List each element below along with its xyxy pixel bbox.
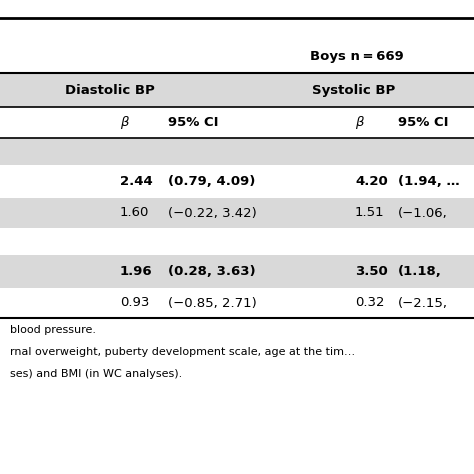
Text: 1.96: 1.96 [120, 265, 153, 278]
Text: (1.18,: (1.18, [398, 265, 442, 278]
Bar [0, 73, 474, 107]
Text: β: β [355, 116, 364, 129]
Text: 0.32: 0.32 [355, 297, 384, 310]
Text: (−1.06,: (−1.06, [398, 207, 448, 219]
Bar [0, 198, 474, 228]
Text: blood pressure.: blood pressure. [10, 325, 96, 335]
Bar [0, 288, 474, 318]
Text: Diastolic BP: Diastolic BP [65, 83, 155, 97]
Text: Boys n = 669: Boys n = 669 [310, 50, 404, 63]
Text: 3.50: 3.50 [355, 265, 388, 278]
Text: (0.79, 4.09): (0.79, 4.09) [168, 175, 255, 188]
Text: (−2.15,: (−2.15, [398, 297, 448, 310]
Bar [0, 165, 474, 198]
Text: 1.60: 1.60 [120, 207, 149, 219]
Bar [0, 138, 474, 165]
Text: 2.44: 2.44 [120, 175, 153, 188]
Text: Systolic BP: Systolic BP [312, 83, 395, 97]
Text: rnal overweight, puberty development scale, age at the tim…: rnal overweight, puberty development sca… [10, 347, 355, 357]
Text: (−0.85, 2.71): (−0.85, 2.71) [168, 297, 257, 310]
Text: 95% CI: 95% CI [398, 116, 448, 129]
Text: (1.94, …: (1.94, … [398, 175, 460, 188]
Text: ses) and BMI (in WC analyses).: ses) and BMI (in WC analyses). [10, 369, 182, 379]
Text: (0.28, 3.63): (0.28, 3.63) [168, 265, 255, 278]
Bar [0, 0, 474, 73]
Text: 95% CI: 95% CI [168, 116, 219, 129]
Text: 4.20: 4.20 [355, 175, 388, 188]
Text: β: β [120, 116, 128, 129]
Text: (−0.22, 3.42): (−0.22, 3.42) [168, 207, 257, 219]
Bar [0, 107, 474, 138]
Text: 1.51: 1.51 [355, 207, 384, 219]
Bar [0, 228, 474, 255]
Bar [0, 255, 474, 288]
Text: 0.93: 0.93 [120, 297, 149, 310]
